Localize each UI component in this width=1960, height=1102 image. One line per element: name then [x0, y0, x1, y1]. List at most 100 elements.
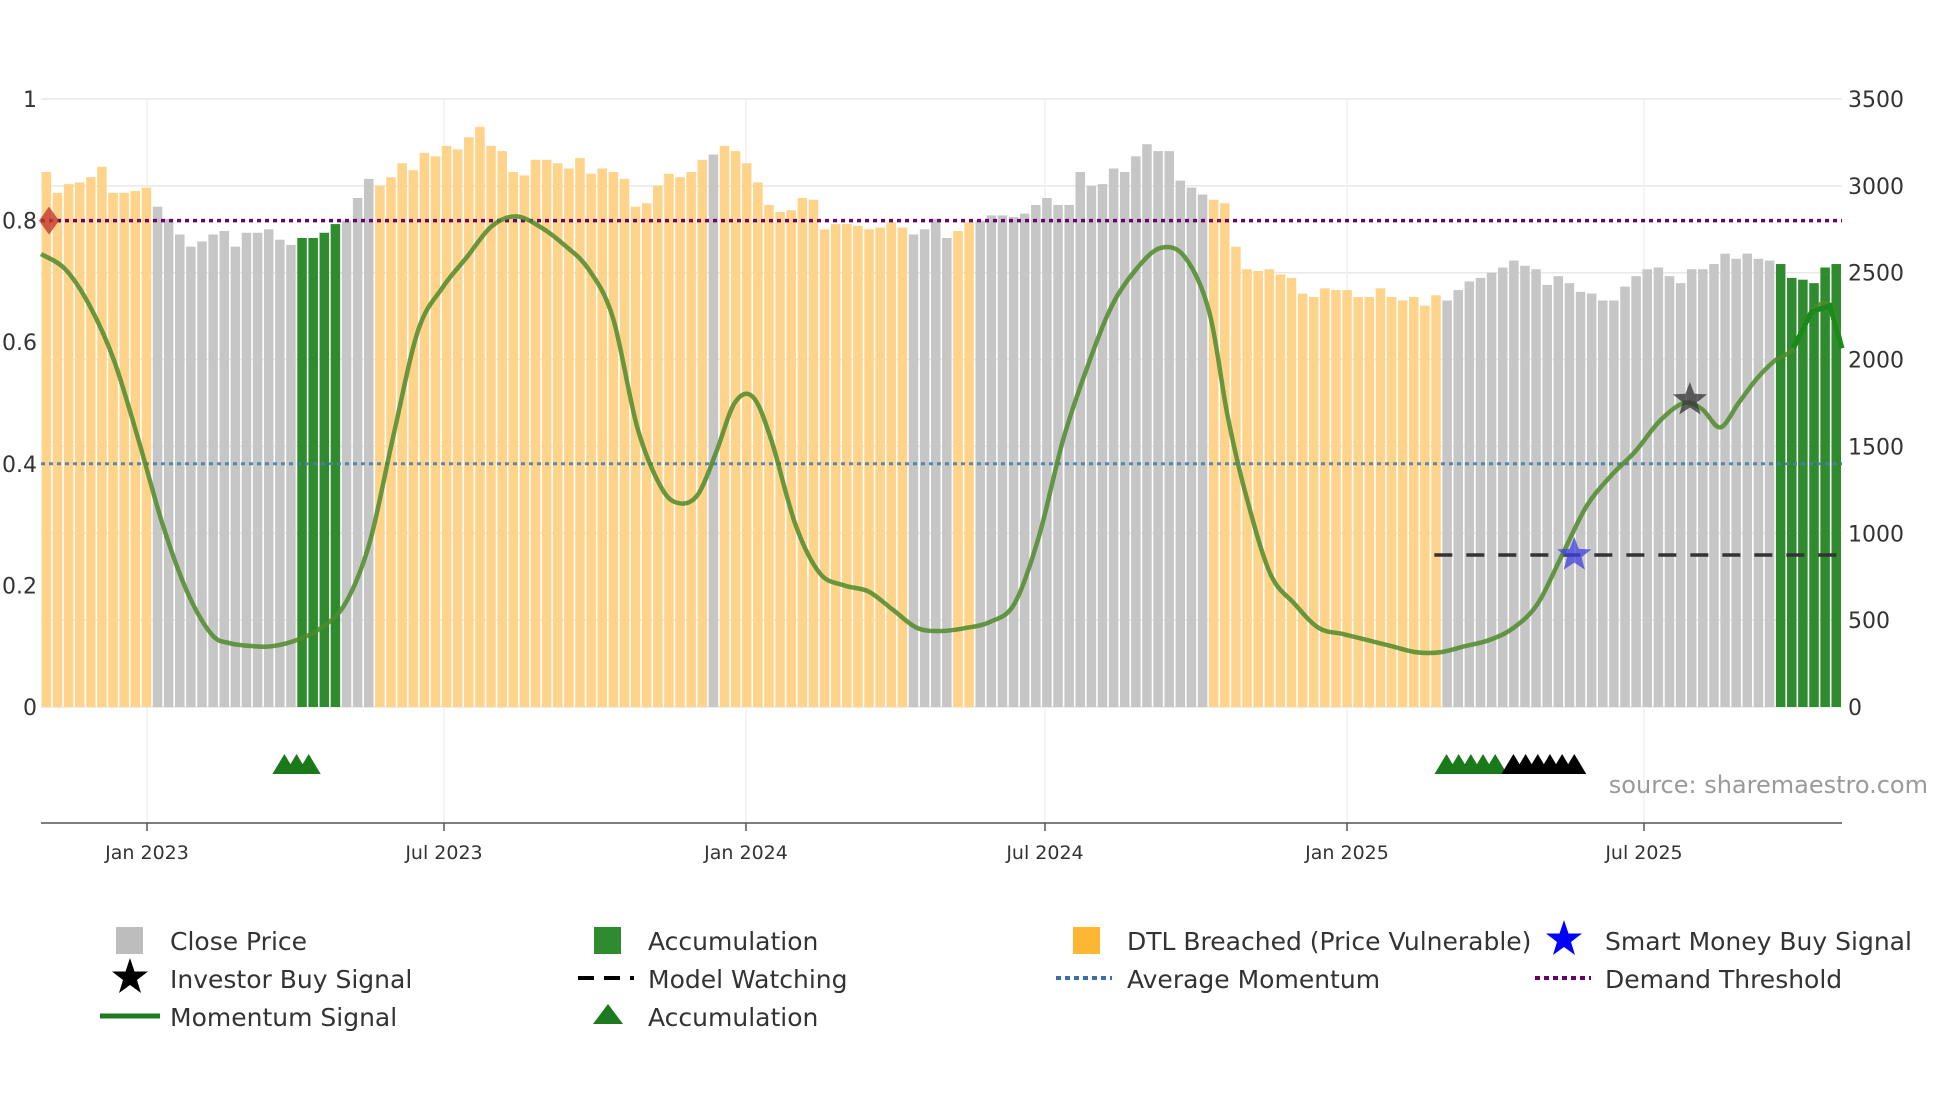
y-left-tick-label: 0.8: [2, 210, 37, 235]
price-bar: [830, 224, 841, 707]
price-bar: [1086, 185, 1097, 707]
price-bar: [1275, 274, 1286, 707]
price-bar: [464, 137, 474, 707]
price-bar: [1175, 180, 1186, 707]
momentum-signal-path: [39, 214, 1845, 656]
price-bar: [408, 170, 418, 708]
price-bar: [1775, 264, 1786, 707]
price-bar: [1242, 269, 1252, 707]
momentum-signal-line: [39, 214, 1845, 656]
price-bar: [308, 237, 318, 707]
momentum-signal-tail: [1791, 302, 1845, 350]
legend-swatch-close-price: [116, 927, 143, 954]
price-bar: [275, 239, 285, 708]
legend-swatch-dtl-breached: [1073, 927, 1100, 954]
price-bar: [797, 198, 808, 707]
x-tick-label: Jul 2024: [1005, 842, 1083, 864]
price-bar: [1375, 288, 1386, 707]
price-bar: [1119, 171, 1130, 707]
price-bar: [119, 192, 129, 707]
price-bar: [452, 149, 463, 707]
y-right-tick-label: 1500: [1848, 435, 1904, 460]
price-bar: [1453, 290, 1464, 707]
price-bar: [586, 173, 596, 707]
y-right-tick-label: 2000: [1848, 349, 1904, 374]
price-bar: [1542, 284, 1552, 707]
price-bar: [330, 224, 341, 707]
x-tick-label: Jan 2025: [1304, 842, 1389, 864]
price-bar: [352, 198, 363, 707]
x-tick-label: Jul 2023: [404, 842, 482, 864]
price-bar: [997, 215, 1008, 708]
price-bar: [1764, 260, 1775, 707]
price-bar: [1497, 267, 1508, 707]
price-bar: [1097, 184, 1108, 707]
price-bar: [1142, 144, 1152, 707]
legend-label-accumulation: Accumulation: [648, 927, 818, 956]
price-bar: [397, 163, 407, 707]
price-bar: [630, 206, 641, 707]
price-bar: [1019, 213, 1030, 707]
price-bar: [1642, 269, 1653, 707]
price-bar: [186, 246, 196, 707]
y-right-tick-label: 1000: [1848, 522, 1904, 547]
x-tick-label: Jan 2023: [104, 842, 189, 864]
price-bar: [653, 185, 663, 707]
legend-label-investor: Investor Buy Signal: [170, 965, 412, 994]
price-bar: [686, 171, 696, 707]
price-bar: [508, 171, 519, 707]
legend-label-model-watching: Model Watching: [648, 965, 848, 994]
y-left-tick-label: 0: [23, 696, 37, 721]
price-bar: [1331, 290, 1341, 707]
price-bar: [775, 211, 785, 707]
price-bar: [1820, 267, 1830, 707]
price-bar: [297, 237, 307, 707]
price-bar: [175, 234, 185, 708]
price-bar: [608, 171, 619, 707]
legend-swatch-accumulation: [594, 927, 621, 954]
price-bar: [741, 163, 752, 707]
price-bar: [1108, 168, 1119, 707]
price-bar: [1464, 281, 1475, 707]
price-bar: [475, 126, 485, 707]
price-bar: [163, 218, 174, 707]
price-bar: [1153, 151, 1163, 708]
price-bar: [1197, 194, 1208, 708]
price-bar: [1064, 204, 1074, 708]
price-bar: [97, 166, 107, 708]
price-bar: [675, 177, 685, 707]
price-bar: [1686, 269, 1697, 707]
price-bar: [1042, 198, 1052, 707]
price-bar: [1620, 286, 1630, 707]
price-bar: [564, 168, 574, 707]
price-bar: [52, 192, 63, 707]
price-bar: [63, 184, 74, 707]
price-bar: [108, 192, 118, 707]
price-bar: [230, 246, 241, 707]
price-bar: [575, 158, 585, 707]
price-bar: [552, 163, 563, 707]
price-bar: [1342, 290, 1352, 707]
price-bar: [1164, 151, 1174, 708]
price-bar: [664, 173, 674, 707]
price-bar: [419, 152, 430, 707]
price-bar: [1509, 260, 1519, 707]
legend-star-icon-investor: [112, 958, 148, 993]
reference-lines: [39, 206, 1842, 557]
price-bar: [908, 234, 919, 708]
y-left-tick-label: 1: [23, 88, 37, 113]
price-bar: [219, 231, 229, 707]
legend-label-close-price: Close Price: [170, 927, 307, 956]
price-bar: [241, 232, 252, 707]
legend: Close Price Accumulation DTL Breached (P…: [100, 920, 1912, 1032]
price-bar: [197, 241, 207, 707]
price-bar: [697, 159, 708, 708]
price-bar: [1420, 305, 1430, 707]
price-bar: [286, 244, 296, 708]
price-bar: [1186, 187, 1197, 707]
accumulation-marker: [1483, 754, 1508, 774]
price-bar: [130, 191, 141, 707]
y-right-tick-label: 0: [1848, 696, 1862, 721]
price-bar: [1231, 246, 1241, 707]
